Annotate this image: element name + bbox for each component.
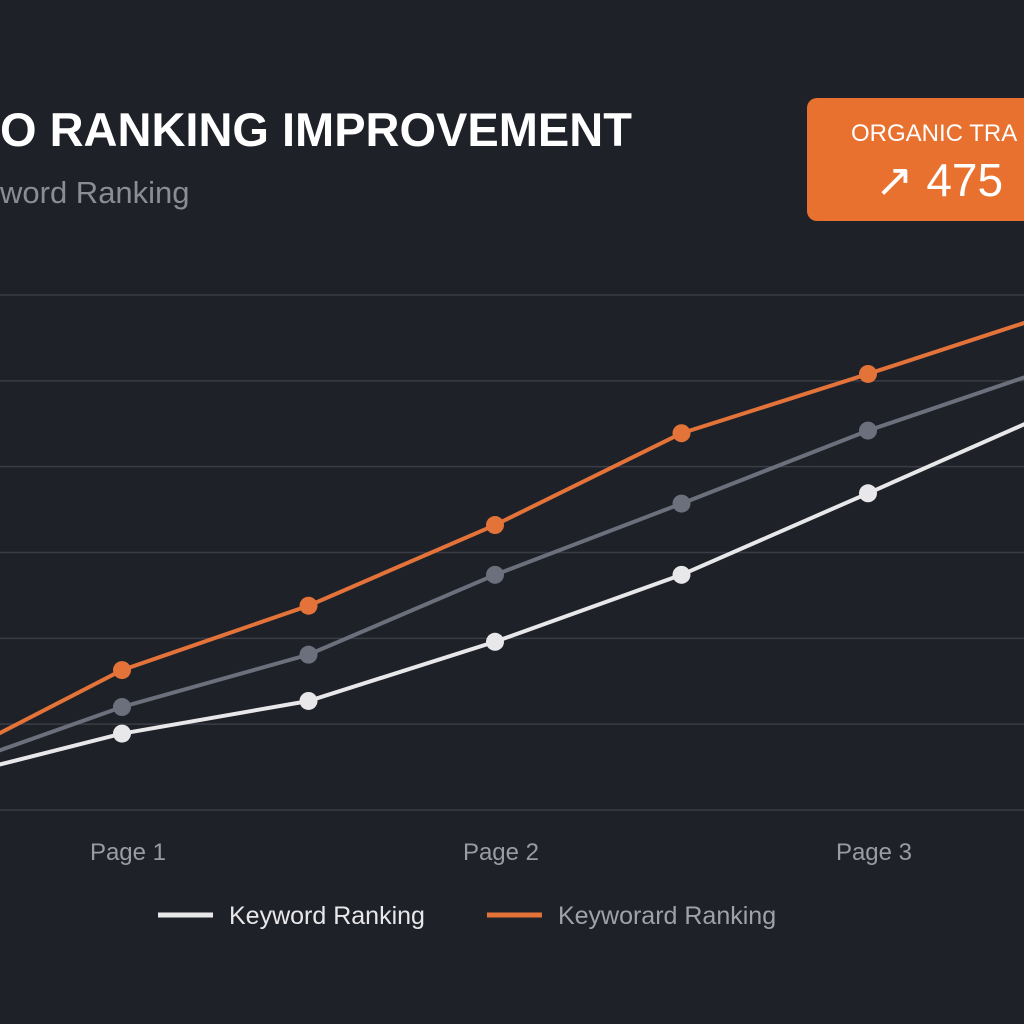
chart-subtitle: word Ranking (0, 175, 190, 210)
point (486, 516, 504, 535)
point (672, 565, 691, 584)
point (672, 424, 691, 443)
legend-label: Keyword Ranking (229, 902, 425, 930)
chart-title: O RANKING IMPROVEMENT (0, 103, 632, 156)
point (113, 698, 131, 716)
point (486, 565, 504, 584)
point (299, 596, 318, 615)
x-tick-label: Page 1 (90, 839, 166, 866)
legend-label: Keyworard Ranking (558, 902, 776, 930)
point (859, 421, 877, 440)
point (113, 661, 131, 680)
point (486, 632, 504, 651)
badge (807, 98, 1024, 221)
point (859, 364, 877, 383)
point (113, 724, 131, 743)
point (299, 691, 318, 710)
x-tick-label: Page 3 (836, 839, 912, 866)
badge-label: ORGANIC TRA (851, 120, 1017, 147)
badge-value: ↗ 475 (875, 154, 1003, 206)
point (299, 645, 318, 664)
point (859, 484, 877, 503)
x-tick-label: Page 2 (463, 839, 539, 866)
point (672, 494, 691, 513)
